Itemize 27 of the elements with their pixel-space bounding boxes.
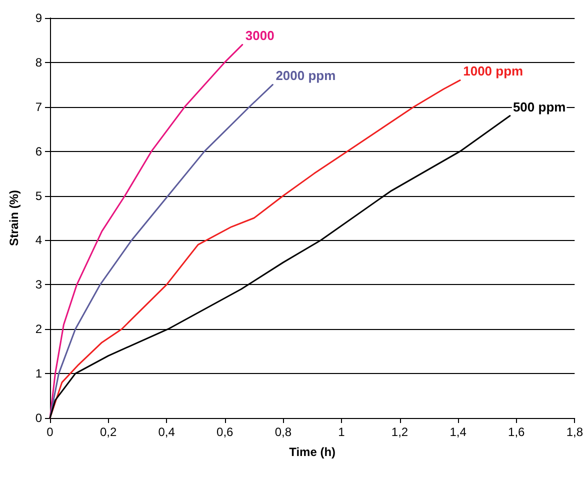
x-tick-label: 0,6 <box>216 425 234 439</box>
y-tick-label: 8 <box>35 55 42 70</box>
x-axis-title: Time (h) <box>289 445 336 459</box>
y-tick-label: 4 <box>35 233 42 248</box>
x-tick-label: 1,2 <box>391 425 408 439</box>
series-label: 3000 <box>245 28 274 44</box>
series-label: 2000 ppm <box>276 68 336 84</box>
x-tick-label: 1,6 <box>508 425 526 439</box>
line-series <box>49 84 274 419</box>
x-tick-label: 0 <box>46 425 54 439</box>
x-tick-label: 0,2 <box>100 425 117 439</box>
x-tick-label: 1 <box>338 425 346 439</box>
x-tick-label: 1,4 <box>450 425 467 439</box>
x-tick-label: 1,8 <box>566 425 584 439</box>
y-tick-label: 7 <box>35 100 42 114</box>
x-tick-label: 0,4 <box>158 425 176 439</box>
y-axis-title: Strain (%) <box>7 190 21 246</box>
y-tick-label: 0 <box>35 411 42 425</box>
y-tick-label: 5 <box>35 188 42 203</box>
x-tick-label: 0,8 <box>274 425 292 439</box>
y-tick-label: 3 <box>35 278 42 292</box>
y-tick-label: 9 <box>35 11 42 25</box>
y-tick-label: 6 <box>35 144 42 158</box>
series-label: 1000 ppm <box>463 64 524 79</box>
y-tick-label: 1 <box>35 366 42 381</box>
y-tick-label: 2 <box>35 322 42 336</box>
series-label: 500 ppm <box>512 99 566 114</box>
